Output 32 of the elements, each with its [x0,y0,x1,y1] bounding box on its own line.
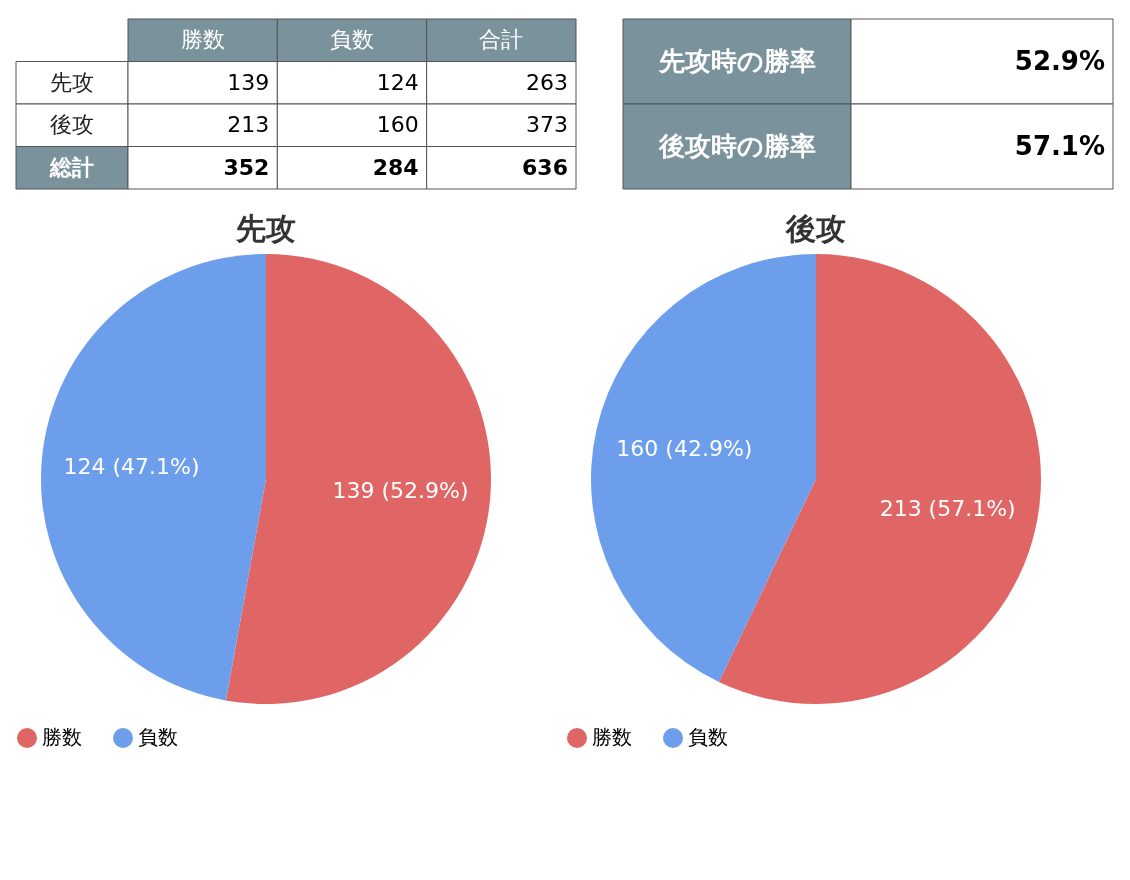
pie-slice [41,254,266,701]
pie-slice [225,254,491,704]
data-label: 124 (47.1%) [63,453,200,479]
text: 57.1% [1014,130,1105,161]
data-label: 139 (52.9%) [332,478,469,504]
text: 160 [376,112,419,138]
data-label: 160 (42.9%) [616,436,753,462]
pie-slice [591,254,816,682]
text: 263 [526,69,568,95]
data-label: 213 (57.1%) [879,495,1016,521]
category-label: 先攻 [50,69,94,95]
chart-title: 先攻 [235,211,296,246]
text: 52.9% [1014,45,1105,76]
text: 284 [372,154,419,180]
text: 352 [223,154,270,180]
legend-label: 負数 [138,725,178,749]
text: 373 [526,112,568,138]
category-label: 合計 [479,27,524,53]
chart-title: 後攻 [785,211,846,246]
category-label: 後攻 [50,112,94,138]
category-label: 先攻時の勝率 [658,45,816,76]
text: 636 [522,154,568,180]
text: 139 [227,69,270,95]
category-label: 負数 [330,27,374,53]
category-label: 後攻時の勝率 [658,130,816,161]
category-label: 総計 [50,154,94,180]
text: 124 [376,69,419,95]
legend-label: 勝数 [592,725,632,749]
text: 213 [227,112,270,138]
legend-label: 負数 [688,725,728,749]
category-label: 勝数 [180,27,225,53]
legend-label: 勝数 [42,725,82,749]
